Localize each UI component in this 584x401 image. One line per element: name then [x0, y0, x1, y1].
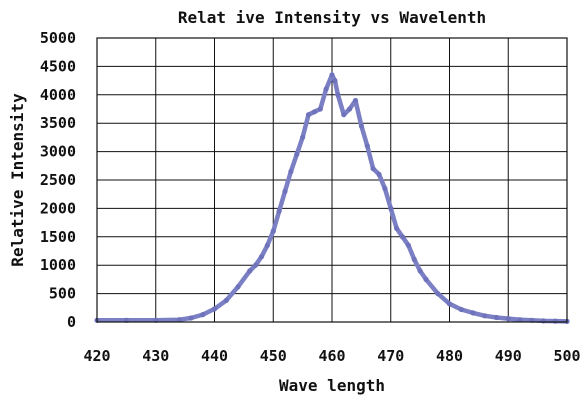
data-point: [253, 262, 259, 268]
y-tick-label: 1000: [40, 256, 76, 274]
data-point: [394, 225, 400, 231]
data-point: [417, 268, 423, 274]
data-point: [517, 317, 523, 323]
data-point: [332, 78, 338, 84]
x-axis-label: Wave length: [279, 376, 385, 395]
y-axis-label: Relative Intensity: [8, 93, 27, 267]
y-tick-labels: 0 500 1000 1500 2000 2500 3000 3500 4000 4500 5000: [40, 29, 76, 331]
data-point: [329, 72, 335, 78]
data-point: [552, 318, 558, 324]
data-point: [364, 143, 370, 149]
data-point: [288, 168, 294, 175]
y-tick-label: 4500: [40, 57, 76, 75]
data-point: [458, 306, 464, 313]
data-point: [411, 256, 417, 263]
y-tick-label: 5000: [40, 29, 76, 47]
y-tick-label: 1500: [40, 228, 76, 246]
data-point: [305, 112, 312, 118]
data-point: [388, 205, 394, 211]
data-point: [294, 151, 300, 157]
series-layer: [94, 72, 570, 324]
x-tick-label: 500: [553, 347, 580, 365]
x-tick-label: 460: [318, 347, 345, 365]
data-point: [352, 97, 359, 104]
x-tick-label: 470: [377, 347, 404, 365]
data-point: [358, 123, 364, 129]
data-point: [347, 106, 353, 112]
data-point: [482, 313, 488, 319]
data-point: [341, 112, 347, 118]
data-point: [470, 310, 476, 316]
data-point: [200, 312, 206, 318]
x-tick-label: 440: [201, 347, 228, 365]
data-point: [211, 306, 218, 312]
x-tick-label: 490: [495, 347, 522, 365]
y-tick-label: 2500: [40, 171, 76, 189]
data-point: [405, 242, 411, 248]
data-point: [223, 297, 229, 303]
plot-frame: [96, 37, 568, 323]
data-point: [540, 318, 547, 324]
data-point: [323, 86, 329, 92]
data-point: [276, 208, 282, 214]
data-point: [335, 92, 341, 98]
grid-lines: [96, 37, 568, 323]
data-point: [370, 166, 376, 172]
data-point: [247, 268, 253, 274]
data-point: [435, 291, 441, 297]
data-point: [423, 276, 429, 282]
data-point: [493, 314, 500, 321]
x-tick-label: 420: [83, 347, 110, 365]
data-point: [446, 301, 453, 307]
chart-title: Relat ive Intensity vs Wavelenth: [178, 8, 486, 27]
x-tick-label: 480: [436, 347, 463, 365]
data-point: [264, 242, 270, 248]
data-point: [176, 317, 182, 323]
y-tick-label: 500: [49, 285, 76, 303]
data-point: [235, 284, 241, 290]
y-tick-label: 2000: [40, 199, 76, 217]
data-point: [311, 109, 317, 115]
y-tick-label: 3500: [40, 114, 76, 132]
data-point: [282, 188, 288, 194]
y-tick-label: 4000: [40, 86, 76, 104]
data-point: [317, 106, 323, 112]
y-tick-label: 3000: [40, 143, 76, 161]
data-point: [505, 316, 511, 322]
data-point: [382, 185, 388, 192]
data-point: [300, 134, 306, 140]
data-point: [188, 315, 194, 321]
data-point: [399, 234, 406, 240]
data-point: [376, 171, 382, 177]
data-point: [258, 254, 265, 260]
data-point: [270, 228, 276, 234]
y-tick-label: 0: [67, 313, 76, 331]
x-tick-label: 450: [260, 347, 287, 365]
x-tick-label: 430: [142, 347, 169, 365]
x-tick-labels: 420 430 440 450 460 470 480 490 500: [83, 347, 580, 365]
